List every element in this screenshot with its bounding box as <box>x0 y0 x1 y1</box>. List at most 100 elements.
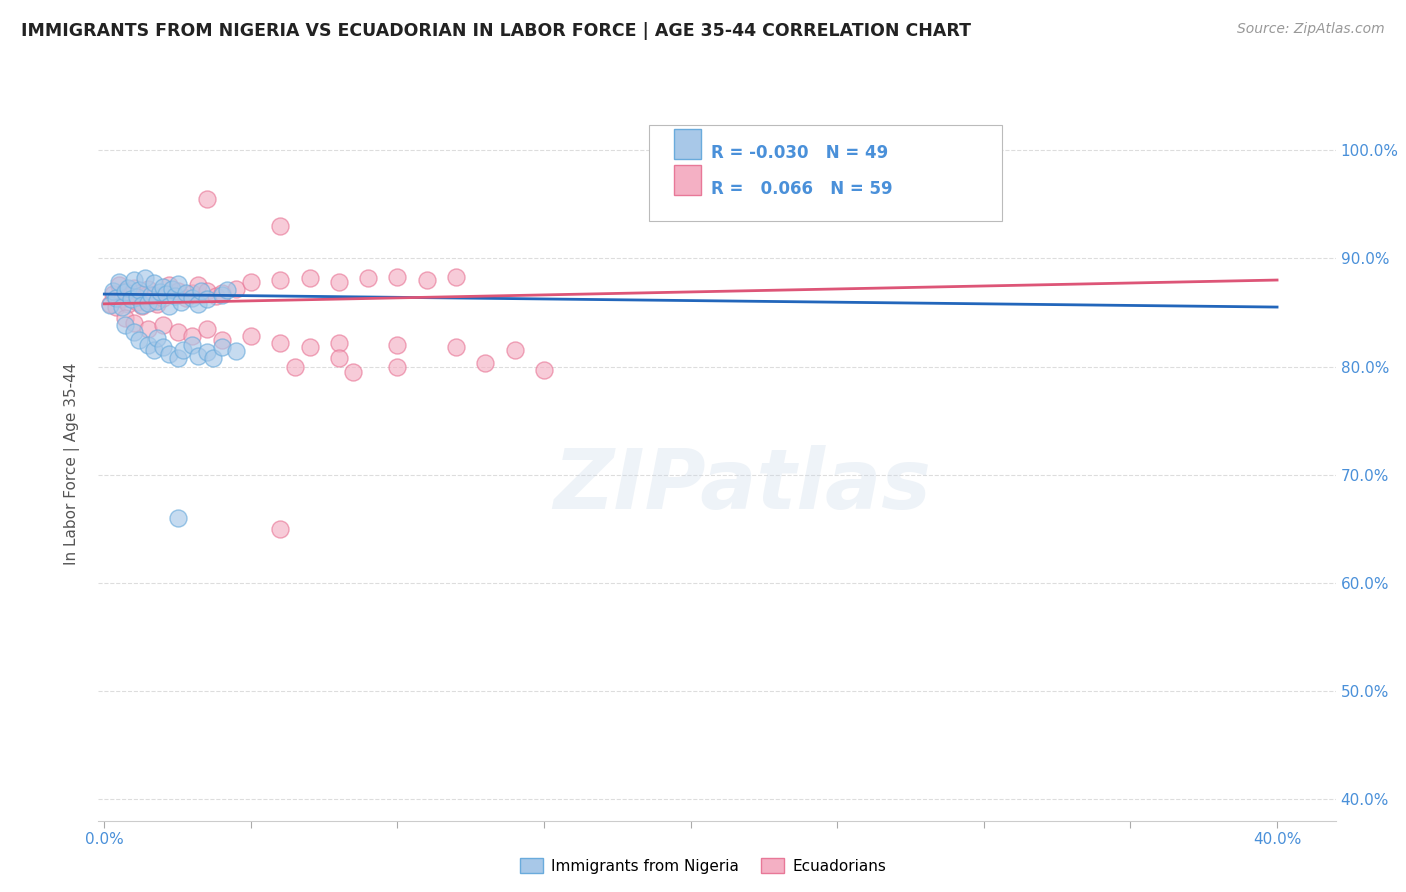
Point <box>211 340 233 354</box>
Point <box>160 282 183 296</box>
Point <box>166 325 188 339</box>
Point <box>143 288 166 302</box>
Point <box>225 344 247 359</box>
Point <box>342 365 364 379</box>
Point <box>152 318 174 333</box>
Point <box>187 278 209 293</box>
Point <box>157 278 180 293</box>
Point <box>125 290 148 304</box>
FancyBboxPatch shape <box>650 125 1001 221</box>
Point <box>108 278 131 293</box>
Point <box>122 325 145 339</box>
Point <box>134 271 156 285</box>
Point <box>136 338 159 352</box>
Point <box>284 359 307 374</box>
Point <box>152 292 174 306</box>
Point <box>181 292 204 306</box>
Point <box>98 297 121 311</box>
Point <box>166 511 188 525</box>
Point <box>217 283 239 297</box>
Point <box>357 271 380 285</box>
Point <box>120 288 142 302</box>
Point <box>125 294 148 309</box>
Point <box>101 284 124 298</box>
Point <box>444 269 467 284</box>
Point <box>187 297 209 311</box>
Point <box>114 310 136 325</box>
Point <box>143 277 166 291</box>
Point <box>149 285 172 299</box>
Text: IMMIGRANTS FROM NIGERIA VS ECUADORIAN IN LABOR FORCE | AGE 35-44 CORRELATION CHA: IMMIGRANTS FROM NIGERIA VS ECUADORIAN IN… <box>21 22 972 40</box>
Point <box>157 346 180 360</box>
Text: ZIPatlas: ZIPatlas <box>553 445 931 525</box>
Point <box>114 285 136 299</box>
Point <box>195 293 218 307</box>
Y-axis label: In Labor Force | Age 35-44: In Labor Force | Age 35-44 <box>63 363 80 565</box>
Point <box>298 340 321 354</box>
Point <box>141 288 163 302</box>
Point <box>136 282 159 296</box>
Point <box>146 293 169 308</box>
Point <box>387 269 409 284</box>
Point <box>98 298 121 312</box>
Point <box>117 297 139 311</box>
Point <box>181 329 204 343</box>
Point <box>122 280 145 294</box>
Point <box>128 285 150 300</box>
Point <box>201 351 224 365</box>
Point <box>474 356 496 370</box>
Point <box>141 294 163 309</box>
Point <box>328 351 350 365</box>
Bar <box>673 129 702 159</box>
Point <box>444 340 467 354</box>
Point <box>152 340 174 354</box>
Point <box>239 275 262 289</box>
Point <box>239 329 262 343</box>
Point <box>172 343 194 358</box>
Point <box>111 293 134 307</box>
Point <box>166 277 188 292</box>
Point <box>269 219 291 233</box>
Point <box>195 284 218 298</box>
Point <box>181 285 204 300</box>
Point <box>105 300 128 314</box>
Point <box>387 359 409 374</box>
Point <box>111 300 134 314</box>
Text: R = -0.030   N = 49: R = -0.030 N = 49 <box>711 145 889 162</box>
Point <box>122 316 145 330</box>
Point <box>122 273 145 287</box>
Point <box>157 299 180 313</box>
Point <box>131 299 153 313</box>
Point <box>117 280 139 294</box>
Point <box>146 331 169 345</box>
Point <box>211 288 233 302</box>
Point <box>503 343 526 358</box>
Point <box>108 275 131 289</box>
Point <box>416 273 439 287</box>
Point <box>163 289 186 303</box>
Point <box>128 283 150 297</box>
Point <box>195 192 218 206</box>
Point <box>225 282 247 296</box>
Point <box>328 275 350 289</box>
Bar <box>673 165 702 194</box>
Point <box>169 294 191 309</box>
Point <box>195 345 218 359</box>
Point <box>211 333 233 347</box>
Point <box>114 318 136 333</box>
Point <box>134 289 156 303</box>
Point <box>155 287 177 301</box>
Point <box>143 343 166 358</box>
Point <box>211 285 233 300</box>
Point <box>136 295 159 310</box>
Point <box>176 292 198 306</box>
Point <box>114 284 136 298</box>
Point <box>269 522 291 536</box>
Legend: Immigrants from Nigeria, Ecuadorians: Immigrants from Nigeria, Ecuadorians <box>515 852 891 880</box>
Point <box>105 292 128 306</box>
Point <box>387 338 409 352</box>
Point <box>101 287 124 301</box>
Point <box>181 338 204 352</box>
Point <box>146 297 169 311</box>
Point <box>152 279 174 293</box>
